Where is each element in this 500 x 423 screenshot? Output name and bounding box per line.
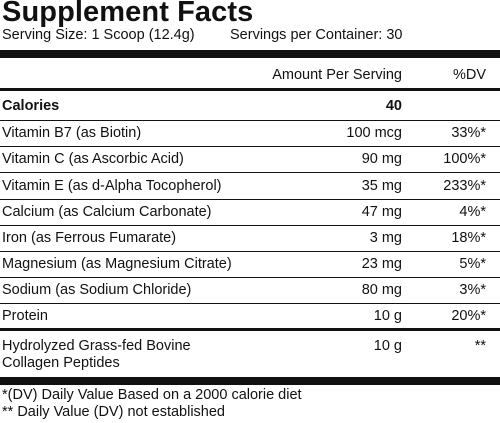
nutrient-dv: 5%*	[459, 256, 486, 272]
nutrient-dv: 233%*	[443, 178, 486, 194]
nutrient-name: Vitamin B7 (as Biotin)	[2, 125, 142, 141]
row-divider	[0, 225, 500, 226]
row-divider	[0, 146, 500, 147]
row-divider	[0, 251, 500, 252]
nutrient-dv: 3%*	[459, 282, 486, 298]
row-divider	[0, 199, 500, 200]
section-divider	[0, 328, 500, 331]
row-divider	[0, 172, 500, 173]
dv-header: %DV	[452, 67, 486, 83]
nutrient-name: Vitamin E (as d-Alpha Tocopherol)	[2, 178, 222, 194]
thick-divider	[0, 50, 500, 58]
nutrient-amount: 100 mcg	[346, 125, 402, 141]
row-divider	[0, 120, 500, 121]
nutrient-dv: 20%*	[451, 308, 486, 324]
row-divider	[0, 277, 500, 278]
nutrient-dv: 4%*	[459, 204, 486, 220]
servings-per-container: Servings per Container: 30	[230, 27, 403, 43]
footnote-dv: *(DV) Daily Value Based on a 2000 calori…	[2, 387, 302, 403]
nutrient-name: Iron (as Ferrous Fumarate)	[2, 230, 177, 246]
nutrient-name: Calcium (as Calcium Carbonate)	[2, 204, 212, 220]
row-divider	[0, 303, 500, 304]
nutrient-dv: 100%*	[443, 151, 486, 167]
nutrient-amount: 80 mg	[361, 282, 402, 298]
nutrient-name: Protein	[2, 308, 48, 324]
calories-label: Calories	[2, 98, 60, 114]
nutrient-dv: 18%*	[451, 230, 486, 246]
nutrient-name: Magnesium (as Magnesium Citrate)	[2, 256, 232, 272]
thick-divider	[0, 377, 500, 385]
nutrient-amount: 23 mg	[361, 256, 402, 272]
collagen-name-line1: Hydrolyzed Grass-fed Bovine	[2, 338, 191, 354]
nutrient-amount: 35 mg	[361, 178, 402, 194]
amount-per-serving-header: Amount Per Serving	[272, 67, 402, 83]
calories-value: 40	[385, 98, 402, 114]
panel-title: Supplement Facts	[2, 0, 254, 28]
footnote-not-established: ** Daily Value (DV) not established	[2, 404, 225, 420]
nutrient-amount: 47 mg	[361, 204, 402, 220]
nutrient-amount: 90 mg	[361, 151, 402, 167]
nutrient-amount: 3 mg	[369, 230, 402, 246]
collagen-dv: **	[474, 338, 486, 354]
collagen-name-line2: Collagen Peptides	[2, 355, 120, 371]
nutrient-name: Vitamin C (as Ascorbic Acid)	[2, 151, 184, 167]
nutrient-name: Sodium (as Sodium Chloride)	[2, 282, 192, 298]
collagen-amount: 10 g	[373, 338, 402, 354]
header-divider	[0, 88, 500, 91]
serving-size: Serving Size: 1 Scoop (12.4g)	[2, 27, 195, 43]
nutrient-amount: 10 g	[373, 308, 402, 324]
nutrient-dv: 33%*	[451, 125, 486, 141]
